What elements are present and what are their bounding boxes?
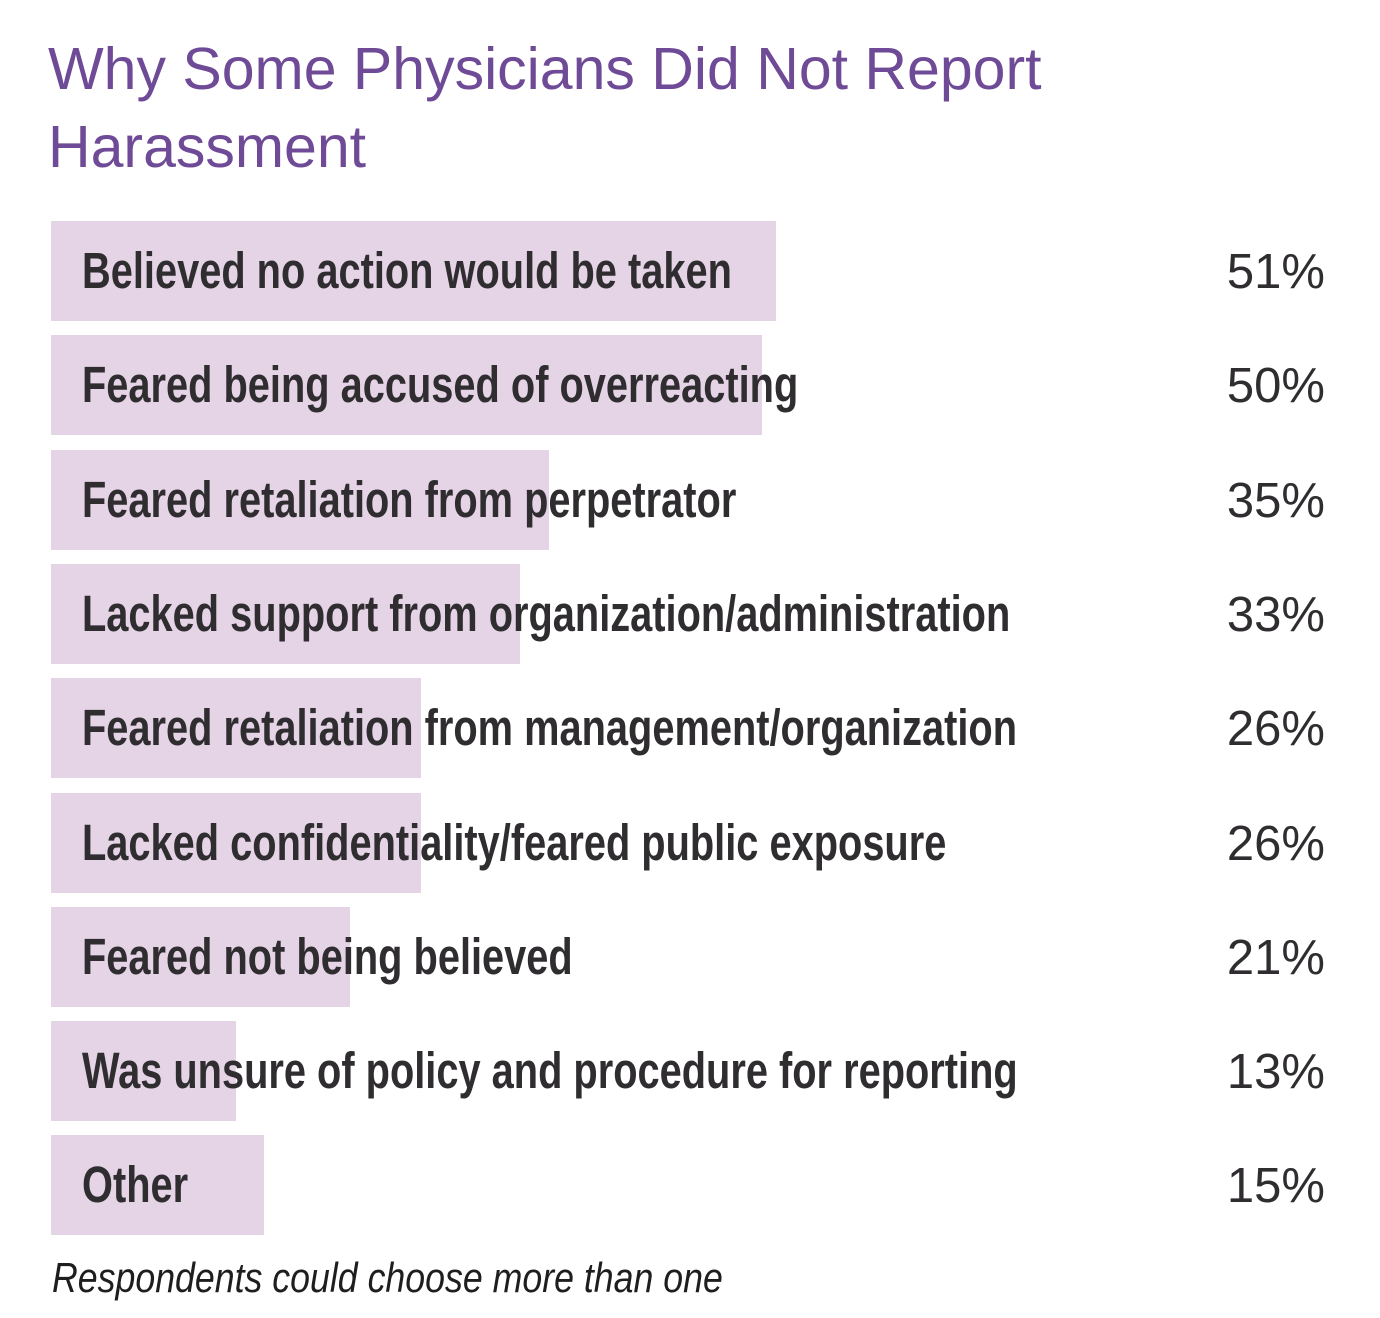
bar-row: Was unsure of policy and procedure for r… — [51, 1021, 1331, 1122]
bar-label: Other — [82, 1156, 189, 1214]
value-label: 35% — [1226, 473, 1325, 528]
bar-row: Other 15% — [51, 1135, 1331, 1236]
bar-label: Believed no action would be taken — [82, 242, 732, 299]
bar — [51, 678, 421, 779]
bar-row: Lacked support from organization/adminis… — [51, 563, 1331, 664]
value-label: 21% — [1226, 930, 1325, 985]
chart-title: Why Some Physicians Did Not Report Haras… — [48, 36, 1042, 180]
bar-row: Believed no action would be taken 51% — [51, 221, 1331, 321]
bar-row: Feared not being believed 21% — [51, 906, 1331, 1007]
bar-row: Lacked confidentiality/feared public exp… — [51, 792, 1331, 893]
value-label: 26% — [1226, 702, 1325, 757]
bar — [51, 335, 762, 436]
bar — [51, 1021, 236, 1122]
value-label: 15% — [1226, 1159, 1325, 1214]
footnote: Respondents could choose more than one — [52, 1254, 723, 1301]
value-label: 13% — [1226, 1045, 1325, 1100]
bar-label: Lacked confidentiality/feared public exp… — [82, 813, 947, 871]
bar-row: Feared retaliation from management/organ… — [51, 678, 1331, 779]
value-label: 33% — [1226, 587, 1325, 642]
bar-row: Feared retaliation from perpetrator 35% — [51, 449, 1331, 550]
bar-label: Feared not being believed — [82, 927, 573, 985]
value-label: 26% — [1226, 816, 1325, 871]
bar-label: Feared retaliation from perpetrator — [82, 470, 737, 528]
bar — [51, 906, 350, 1007]
value-label: 51% — [1226, 245, 1325, 299]
value-label: 50% — [1226, 359, 1325, 414]
bar-label: Feared being accused of overreacting — [82, 356, 799, 414]
bar — [51, 1135, 265, 1236]
bar — [51, 792, 421, 893]
bar-label: Was unsure of policy and procedure for r… — [82, 1042, 1018, 1100]
bar-label: Lacked support from organization/adminis… — [82, 584, 1011, 642]
bar-row: Feared being accused of overreacting 50% — [51, 335, 1331, 436]
bar-label: Feared retaliation from management/organ… — [82, 699, 1018, 757]
bar — [51, 221, 777, 321]
bar — [51, 449, 549, 550]
bar — [51, 563, 521, 664]
